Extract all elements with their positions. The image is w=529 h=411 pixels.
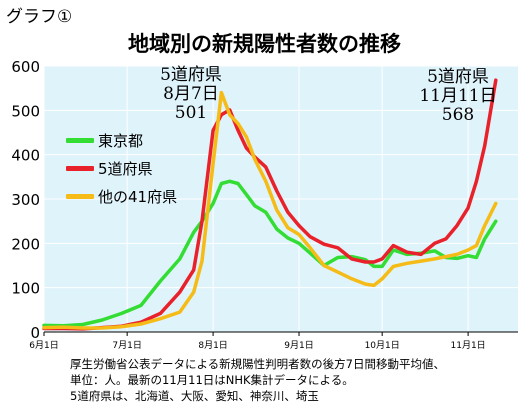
legend-item-five-prefectures: 5道府県 — [66, 158, 153, 178]
series-line-five-prefectures — [42, 78, 498, 331]
legend-label: 他の41府県 — [98, 187, 178, 206]
x-tick-label: 8月1日 — [198, 340, 227, 351]
x-tick-label: 6月1日 — [29, 340, 58, 351]
y-tick-label: 100 — [11, 280, 40, 298]
legend-item-tokyo: 東京都 — [66, 130, 143, 150]
peak-annotation-august: 5道府県 8月7日 501 — [136, 66, 246, 123]
y-tick-label: 400 — [11, 147, 40, 165]
graph-label: グラフ① — [6, 7, 73, 27]
annotation-line: 501 — [174, 103, 208, 123]
legend-item-other-41: 他の41府県 — [66, 186, 177, 206]
y-tick-label: 500 — [11, 102, 40, 120]
x-tick-label: 7月1日 — [112, 340, 141, 351]
x-tick-label: 11月1日 — [451, 340, 486, 351]
y-tick-label: 0 — [30, 324, 40, 342]
annotation-line: 11月11日 — [419, 86, 497, 106]
series-line-tokyo — [42, 179, 498, 328]
prefectures-note: 5道府県は、北海道、大阪、愛知、神奈川、埼玉 — [70, 389, 319, 403]
legend-label: 東京都 — [98, 131, 144, 150]
source-note: 厚生労働省公表データによる新規陽性判明者数の後方7日間移動平均値、 — [70, 357, 445, 371]
y-tick-label: 600 — [11, 58, 40, 76]
y-tick-label: 300 — [11, 191, 40, 209]
annotation-line: 8月7日 — [163, 84, 219, 104]
series-line-other-41 — [42, 90, 498, 330]
legend-swatch — [66, 193, 94, 199]
annotation-line: 568 — [441, 105, 475, 125]
legend-label: 5道府県 — [98, 159, 153, 178]
x-tick-label: 9月1日 — [284, 340, 313, 351]
x-tick-label: 10月1日 — [365, 340, 400, 351]
peak-annotation-november: 5道府県 11月11日 568 — [398, 68, 518, 125]
annotation-line: 5道府県 — [427, 67, 489, 87]
unit-note: 単位：人。最新の11月11日はNHK集計データによる。 — [70, 373, 354, 387]
y-tick-label: 200 — [11, 235, 40, 253]
chart-title: 地域別の新規陽性者数の推移 — [128, 32, 401, 56]
annotation-line: 5道府県 — [160, 65, 222, 85]
legend-swatch — [66, 165, 94, 171]
legend-swatch — [66, 137, 94, 143]
